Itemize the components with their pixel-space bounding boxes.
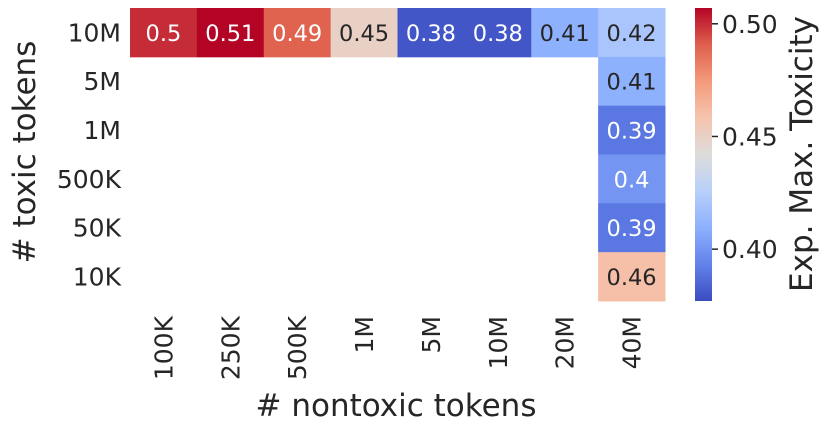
cell-value-label: 0.41 — [540, 21, 590, 47]
x-tick-labels: 100K 250K 500K 1M 5M 10M 20M 40M — [149, 315, 646, 380]
heatmap-cell — [330, 8, 398, 58]
cell-value-label: 0.39 — [607, 119, 657, 145]
y-tick-label: 500K — [57, 165, 122, 194]
heatmap-cell — [464, 8, 532, 58]
heatmap-cell — [397, 8, 465, 58]
cell-value-label: 0.42 — [607, 21, 657, 47]
colorbar-tick-label: 0.40 — [722, 235, 778, 264]
colorbar-tick-label: 0.50 — [722, 10, 778, 39]
x-tick-label: 250K — [216, 315, 245, 380]
x-tick-label: 5M — [417, 316, 446, 353]
cell-value-label: 0.49 — [272, 21, 322, 47]
cell-value-label: 0.46 — [607, 265, 657, 291]
cell-value-label: 0.39 — [607, 216, 657, 242]
heatmap-cell — [263, 8, 332, 58]
cell-value-label: 0.45 — [339, 21, 389, 47]
heatmap-cell — [598, 252, 666, 302]
heatmap-cell — [130, 8, 198, 58]
x-tick-label: 40M — [618, 316, 647, 369]
heatmap-cell — [598, 56, 666, 107]
cell-value-label: 0.38 — [473, 21, 523, 47]
cell-value-label: 0.38 — [406, 21, 456, 47]
heatmap-cell — [598, 105, 666, 155]
y-axis-label: # toxic tokens — [7, 41, 43, 264]
heatmap-cell — [598, 203, 666, 253]
x-tick-label: 20M — [551, 316, 580, 369]
cell-value-label: 0.5 — [146, 21, 182, 47]
y-tick-label: 10M — [68, 18, 121, 47]
x-tick-label: 100K — [149, 315, 178, 380]
x-axis-label: # nontoxic tokens — [256, 388, 537, 424]
x-tick-label: 500K — [283, 315, 312, 380]
y-tick-label: 10K — [73, 263, 122, 292]
cell-value-label: 0.4 — [614, 167, 650, 193]
x-tick-label: 1M — [350, 316, 379, 353]
heatmap-cells: 0.5 0.51 0.49 0.45 0.38 0.38 0.41 0.42 0.41 0.39 0… — [130, 8, 666, 302]
colorbar-gradient — [695, 8, 712, 301]
y-tick-label: 50K — [73, 214, 122, 243]
y-tick-label: 1M — [84, 116, 121, 145]
cell-value-label: 0.51 — [205, 21, 255, 47]
heatmap-cell — [598, 8, 666, 58]
x-tick-label: 10M — [484, 316, 513, 369]
y-tick-labels: 10M 5M 1M 500K 50K 10K — [57, 18, 122, 291]
y-tick-label: 5M — [84, 67, 121, 96]
heatmap-cell — [196, 8, 265, 58]
heatmap-cell — [531, 8, 599, 58]
cell-value-label: 0.41 — [607, 70, 657, 96]
heatmap-cell — [598, 154, 666, 204]
colorbar: 0.40 0.45 0.50 — [695, 8, 778, 301]
colorbar-tick-label: 0.45 — [722, 122, 778, 151]
colorbar-label: Exp. Max. Toxicity — [784, 16, 820, 292]
